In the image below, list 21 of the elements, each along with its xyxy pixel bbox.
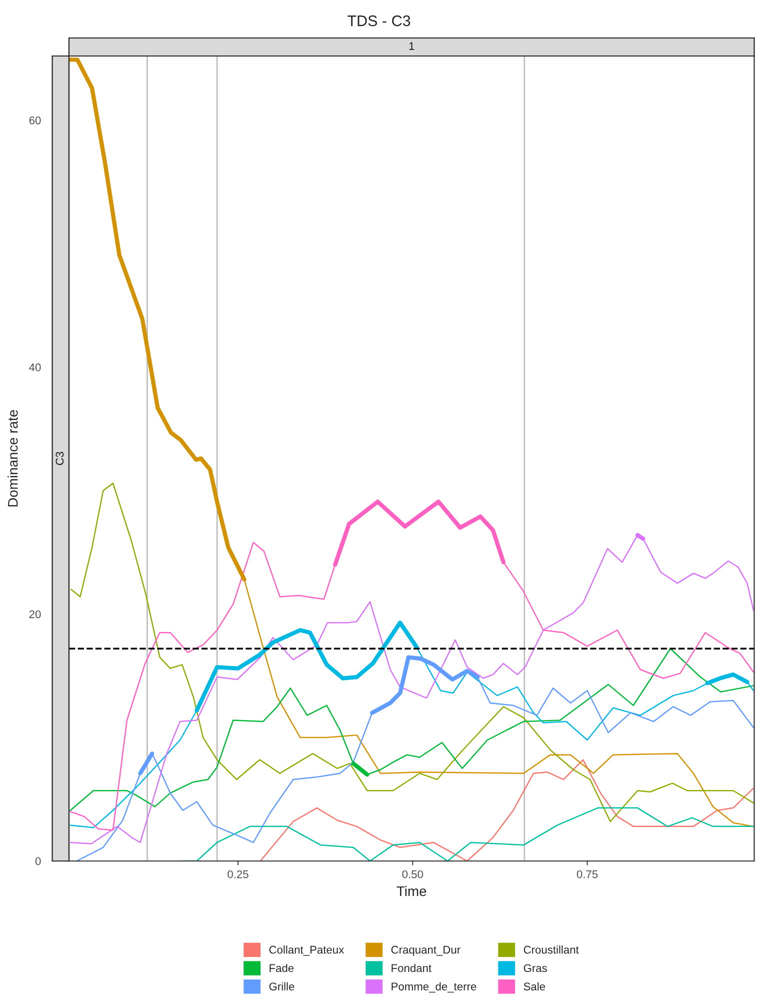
legend-label: Fade [270,964,294,972]
legend-label: Gras [524,964,547,972]
legend-label: Craquant_Dur [391,946,460,956]
x-tick-label: 0.25 [228,870,248,878]
text: 1 [409,42,414,50]
legend-label: Sale [524,982,546,990]
legend-label: Pomme_de_terre [392,982,476,993]
chart-title: TDS - C3 [348,15,410,26]
y-tick-label: 60 [29,116,41,124]
y-tick-label: 40 [29,363,41,372]
legend-label: Croustillant [524,946,579,954]
x-tick-label: 0.50 [402,870,424,878]
legend-label: Grille [269,982,294,990]
y-axis-title: Dominance rate [8,410,18,506]
text: C3 [56,452,64,466]
legend-label: Fondant [392,964,432,972]
legend-label: Collant_Pateux [269,946,344,956]
x-axis-title: Time [396,886,426,896]
y-tick-label: 0 [35,857,41,866]
y-tick-label: 20 [29,610,41,618]
x-tick-label: 0.75 [576,870,598,878]
